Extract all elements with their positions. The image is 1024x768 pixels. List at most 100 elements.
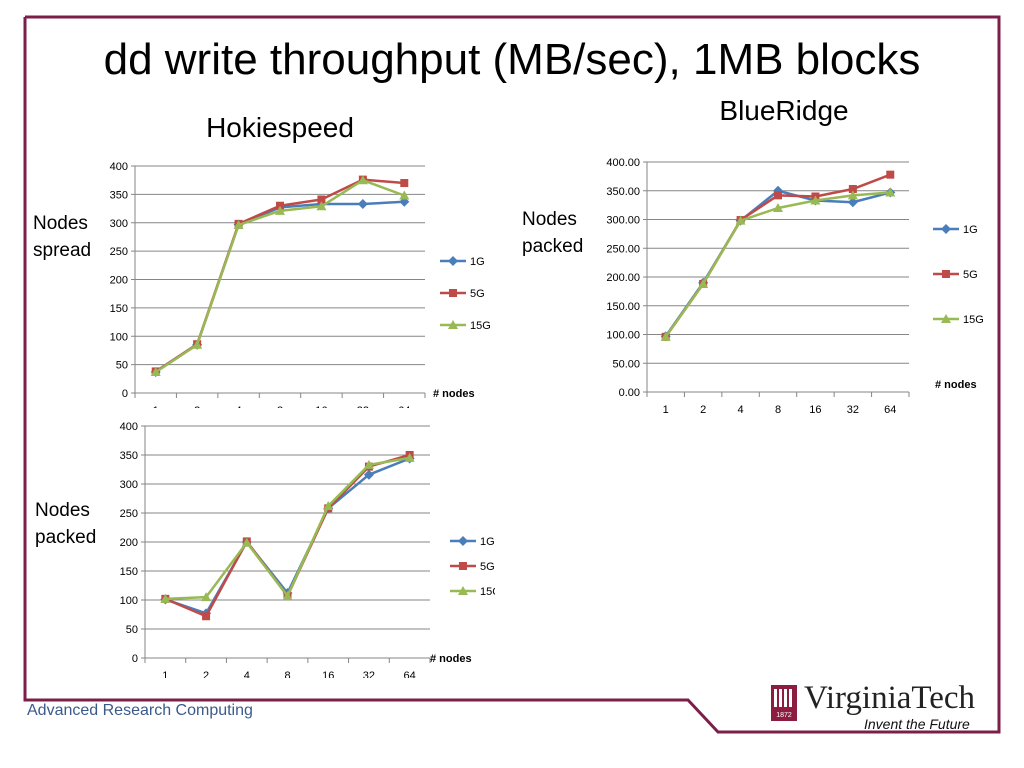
series-line-15g	[664, 191, 891, 338]
x-tick-label: 4	[236, 405, 242, 408]
y-tick-label: 0	[132, 653, 138, 665]
point-marker-square	[449, 289, 457, 297]
y-tick-label: 250	[120, 508, 138, 520]
footer-text: Advanced Research Computing	[27, 702, 253, 719]
x-axis-label: # nodes	[433, 388, 475, 400]
x-tick-label: 16	[315, 405, 327, 408]
point-marker-triangle	[150, 367, 161, 377]
point-marker-diamond	[941, 224, 951, 234]
point-marker-triangle	[282, 590, 293, 600]
blueridge-heading: BlueRidge	[719, 95, 849, 126]
hokiespeed-spread-chart: 0 50 100 150 200 250 300 350 400 1 2 4 8 16 32 64 # node…	[110, 161, 491, 408]
x-tick-label: 2	[700, 404, 706, 416]
legend-label: 1G	[963, 224, 978, 236]
point-marker-square	[400, 179, 409, 188]
x-tick-label: 8	[284, 670, 290, 678]
point-marker-triangle	[810, 195, 821, 205]
x-tick-label: 4	[244, 670, 250, 678]
y-tick-label: 300	[110, 218, 128, 230]
nodes-spread-label: Nodes spread	[33, 210, 91, 264]
legend-label: 5G	[963, 269, 978, 281]
point-marker-triangle	[192, 339, 203, 349]
point-marker-square	[886, 170, 895, 179]
y-tick-label: 350.00	[606, 186, 640, 198]
nodes-packed-label-blueridge: Nodes packed	[522, 206, 583, 260]
y-tick-label: 200.00	[606, 272, 640, 284]
y-tick-label: 50.00	[612, 358, 640, 370]
y-tick-label: 400	[110, 161, 128, 173]
y-tick-label: 0.00	[619, 387, 640, 399]
legend-label: 5G	[480, 561, 495, 573]
x-tick-label: 64	[398, 405, 410, 408]
hokiespeed-packed-chart: 0 50 100 150 200 250 300 350 400 1 2 4 8 16 32 64 # node…	[120, 421, 495, 678]
point-marker-triangle	[773, 203, 783, 212]
side-label-line: spread	[33, 240, 92, 261]
y-tick-label: 350	[120, 450, 138, 462]
svg-text:1872: 1872	[776, 712, 792, 719]
legend-label: 1G	[480, 536, 495, 548]
point-marker-triangle	[847, 190, 858, 200]
x-tick-label: 32	[847, 404, 859, 416]
y-tick-label: 150.00	[606, 301, 640, 313]
point-marker-diamond	[458, 536, 468, 546]
x-tick-label: 2	[194, 405, 200, 408]
point-marker-triangle	[404, 452, 415, 462]
point-marker-triangle	[885, 187, 896, 197]
hokiespeed-heading: Hokiespeed	[206, 112, 354, 143]
y-tick-label: 350	[110, 189, 128, 201]
y-tick-label: 50	[126, 624, 138, 636]
point-marker-triangle	[275, 205, 285, 215]
x-tick-label: 1	[663, 404, 669, 416]
point-marker-diamond	[357, 199, 368, 210]
y-tick-label: 100.00	[606, 330, 640, 342]
nodes-packed-label-hokiespeed: Nodes packed	[35, 497, 96, 551]
point-marker-triangle	[448, 320, 458, 329]
point-marker-triangle	[363, 459, 374, 469]
series-line-15g	[165, 456, 410, 601]
point-marker-diamond	[847, 197, 858, 208]
x-tick-label: 8	[277, 405, 283, 408]
y-tick-label: 300.00	[606, 215, 640, 227]
point-marker-square	[774, 191, 782, 200]
point-marker-triangle	[660, 331, 671, 341]
x-tick-label: 4	[738, 404, 744, 416]
x-tick-label: 64	[404, 670, 416, 678]
point-marker-triangle	[201, 592, 212, 602]
point-marker-square	[848, 185, 857, 194]
legend-label: 15G	[470, 320, 491, 332]
slide-title: dd write throughput (MB/sec), 1MB blocks	[103, 35, 921, 84]
point-marker-triangle	[458, 586, 468, 595]
x-tick-label: 1	[162, 670, 168, 678]
y-tick-label: 200	[120, 537, 138, 549]
point-marker-square	[317, 195, 326, 204]
point-marker-square	[276, 201, 284, 210]
x-tick-label: 2	[203, 670, 209, 678]
side-label-line: Nodes	[33, 213, 88, 234]
blueridge-packed-chart: 0.00 50.00 100.00 150.00 200.00 250.00 300.00 3…	[606, 157, 984, 416]
y-tick-label: 250	[110, 246, 128, 258]
y-tick-label: 0	[122, 388, 128, 400]
side-label-line: packed	[522, 236, 584, 257]
point-marker-triangle	[735, 215, 746, 225]
point-marker-square	[202, 612, 211, 621]
point-marker-square	[942, 270, 950, 278]
point-marker-triangle	[323, 501, 334, 511]
vt-seal-icon: 1872	[771, 685, 797, 721]
legend-label: 5G	[470, 288, 485, 300]
y-tick-label: 400	[120, 421, 138, 433]
x-tick-label: 16	[809, 404, 821, 416]
y-tick-label: 400.00	[606, 157, 640, 169]
point-marker-triangle	[698, 278, 709, 288]
x-tick-label: 32	[363, 670, 375, 678]
x-tick-label: 8	[775, 404, 781, 416]
point-marker-diamond	[448, 256, 458, 266]
legend-label: 15G	[963, 314, 984, 326]
point-marker-triangle	[241, 537, 252, 547]
y-tick-label: 150	[120, 566, 138, 578]
point-marker-triangle	[357, 175, 368, 185]
legend-label: 1G	[470, 256, 485, 268]
y-tick-label: 100	[120, 595, 138, 607]
series-line-1g	[664, 189, 891, 337]
point-marker-triangle	[941, 314, 951, 323]
